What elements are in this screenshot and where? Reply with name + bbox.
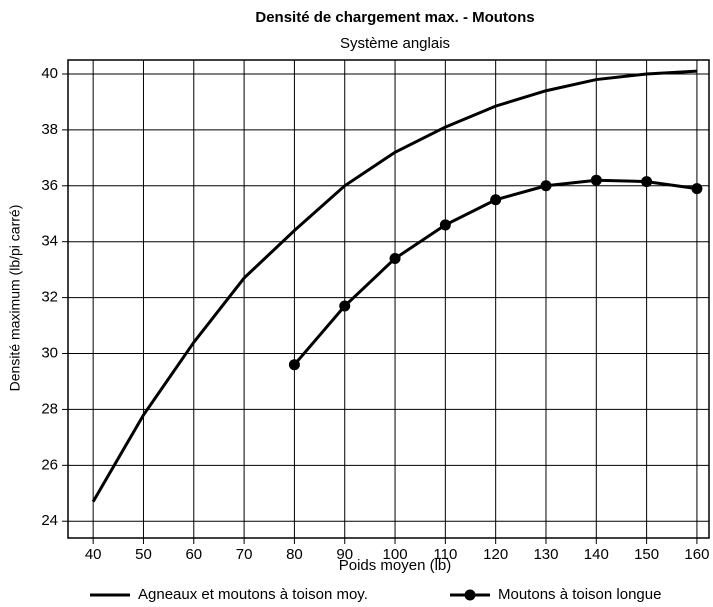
x-tick-label: 160 xyxy=(684,546,709,563)
x-tick-label: 70 xyxy=(236,546,253,563)
plot-frame xyxy=(67,59,710,539)
x-axis-label: Poids moyen (lb) xyxy=(339,557,452,574)
chart-subtitle: Système anglais xyxy=(340,35,450,52)
y-tick-label: 30 xyxy=(41,344,58,361)
y-tick-label: 38 xyxy=(41,121,58,138)
series-line xyxy=(91,69,698,503)
series-marker xyxy=(439,219,451,231)
legend-marker xyxy=(464,589,476,601)
x-tick-label: 140 xyxy=(584,546,609,563)
x-tick-label: 50 xyxy=(135,546,152,563)
chart-title: Densité de chargement max. - Moutons xyxy=(255,9,534,26)
series-marker xyxy=(288,359,300,371)
x-tick-label: 80 xyxy=(286,546,303,563)
series-marker xyxy=(641,176,653,188)
series-marker xyxy=(490,194,502,206)
y-tick-label: 26 xyxy=(41,456,58,473)
series-marker xyxy=(590,174,602,186)
series-marker xyxy=(339,300,351,312)
x-tick-label: 150 xyxy=(634,546,659,563)
legend-label: Moutons à toison longue xyxy=(498,586,661,603)
x-tick-label: 110 xyxy=(433,546,457,563)
x-tick-label: 60 xyxy=(185,546,202,563)
y-tick-label: 36 xyxy=(41,177,58,194)
y-tick-label: 34 xyxy=(41,233,58,250)
y-tick-label: 32 xyxy=(41,289,58,306)
x-tick-label: 90 xyxy=(336,546,353,563)
y-tick-label: 28 xyxy=(41,400,58,417)
series-marker xyxy=(389,252,401,264)
legend-label: Agneaux et moutons à toison moy. xyxy=(138,586,368,603)
y-tick-label: 40 xyxy=(41,65,58,82)
x-tick-label: 40 xyxy=(85,546,102,563)
series-marker xyxy=(691,183,703,195)
x-tick-label: 130 xyxy=(533,546,558,563)
y-axis-label: Densité maximum (lb/pi carré) xyxy=(7,205,23,392)
x-tick-label: 120 xyxy=(483,546,508,563)
series-marker xyxy=(540,180,552,192)
y-tick-label: 24 xyxy=(41,512,58,529)
x-tick-label: 100 xyxy=(383,546,408,563)
